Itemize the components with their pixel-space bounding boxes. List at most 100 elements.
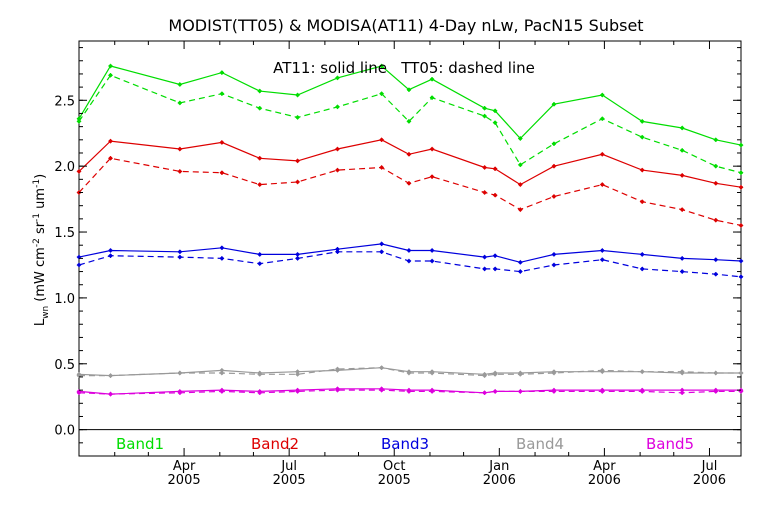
band2-at11-point [379,137,385,143]
band2-tt05-point [517,207,523,213]
band1-tt05-point [257,105,263,111]
band3-tt05-point [295,255,301,261]
band3-at11-point [492,253,498,259]
y-tick-label: 0.5 [54,358,75,373]
band1-at11-point [295,92,301,98]
band3-tt05-point [738,274,744,280]
band5-tt05-point [679,390,685,396]
band3-at11-series [76,241,744,265]
band1-at11-point [738,142,744,148]
band1-at11-point [334,75,341,81]
band1-tt05-point [295,114,301,120]
band2-at11-point [679,172,685,178]
band2-tt05-point [334,167,341,173]
band2-tt05-point [713,217,719,223]
band4-tt05-point [429,370,435,376]
band1-tt05-point [713,163,719,169]
x-tick-year-label: 2006 [693,473,726,488]
legend-band3: Band3 [381,435,429,453]
band1-at11-point [517,135,523,142]
band5-tt05-point [107,391,114,397]
band5-tt05-point [295,388,301,394]
band4-tt05-point [679,369,685,375]
band2-at11-point [334,146,341,152]
band1-at11-point [257,88,263,94]
band1-at11-point [482,105,488,111]
band2-at11-point [107,138,114,144]
band1-at11-point [379,63,385,69]
band2-at11-point [429,146,435,152]
band3-tt05-point [334,249,341,255]
band1-at11-point [599,92,605,98]
band3-tt05-point [639,266,645,272]
x-tick-month-label: Jan [488,459,509,474]
x-tick-month-label: Oct [383,459,405,474]
band1-at11-point [679,125,685,131]
band3-at11-point [639,251,645,257]
band2-tt05-point [738,222,744,228]
band1-tt05-point [76,118,82,124]
band2-at11-point [492,166,498,172]
band1-tt05-point [639,134,645,140]
band1-tt05-point [334,104,341,110]
band5-tt05-point [257,390,263,396]
band4-tt05-point [219,370,225,376]
band5-tt05-point [379,387,385,393]
x-tick-month-label: Apr [593,459,616,474]
band1-tt05-point [679,147,685,153]
band1-at11-point [429,76,435,82]
band1-tt05-point [379,91,385,97]
band4-tt05-point [177,370,183,376]
band2-tt05-point [219,170,225,176]
band5-tt05-point [551,388,557,394]
band1-at11-point [219,70,225,76]
band1-tt05-series [76,72,744,176]
band3-tt05-point [429,258,435,264]
band1-tt05-point [492,120,498,126]
band5-tt05-point [76,390,82,396]
chart-title: MODIST(TT05) & MODISA(AT11) 4-Day nLw, P… [168,16,643,35]
band2-at11-point [517,182,523,188]
band4-tt05-point [107,373,114,379]
band2-tt05-point [599,182,605,188]
band2-at11-point [76,168,82,174]
band2-at11-point [219,139,225,145]
band2-at11-series [76,137,744,190]
band4-tt05-point [257,371,263,377]
band5-tt05-point [177,390,183,396]
band2-tt05-point [257,182,263,188]
band4-tt05-point [334,366,341,372]
band3-tt05-point [517,269,523,275]
band5-tt05-point [599,388,605,394]
band2-tt05-point [295,179,301,185]
band1-tt05-point [599,116,605,122]
band2-tt05-point [429,174,435,180]
band3-tt05-point [219,255,225,261]
legend-band5: Band5 [646,435,694,453]
band2-tt05-point [492,192,498,198]
band3-at11-point [599,247,605,254]
solid-dashed-annotation: AT11: solid line TT05: dashed line [273,59,535,77]
band5-tt05-point [517,388,523,394]
band4-tt05-point [713,370,719,376]
band1-at11-point [406,87,412,93]
band3-tt05-point [551,262,557,268]
band3-at11-point [679,255,685,261]
band3-tt05-point [257,261,263,267]
band3-tt05-point [492,266,498,272]
band3-tt05-point [599,257,605,263]
x-tick-month-label: Jul [701,459,718,474]
band1-tt05-point [177,100,183,106]
band4-tt05-series [76,365,744,379]
band5-tt05-point [639,388,645,394]
band1-tt05-point [406,118,412,124]
band2-tt05-point [379,164,385,171]
band5-tt05-series [76,387,744,397]
band2-tt05-point [482,189,488,196]
plot-frame [78,40,742,457]
band3-tt05-point [379,249,385,255]
x-tick-month-label: Apr [173,459,196,474]
y-tick-label: 1.5 [54,226,75,241]
band2-tt05-series [76,155,744,228]
